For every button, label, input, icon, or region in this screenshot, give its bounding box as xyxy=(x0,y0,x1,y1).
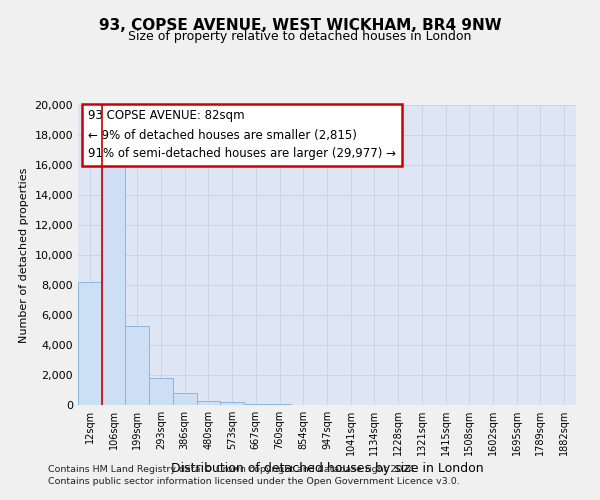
Bar xyxy=(220,402,244,405)
Bar xyxy=(125,326,149,405)
Bar xyxy=(197,400,220,405)
Bar xyxy=(244,404,268,405)
Bar xyxy=(149,378,173,405)
Y-axis label: Number of detached properties: Number of detached properties xyxy=(19,168,29,342)
Text: 93 COPSE AVENUE: 82sqm
← 9% of detached houses are smaller (2,815)
91% of semi-d: 93 COPSE AVENUE: 82sqm ← 9% of detached … xyxy=(88,110,396,160)
X-axis label: Distribution of detached houses by size in London: Distribution of detached houses by size … xyxy=(170,462,484,475)
Bar xyxy=(102,158,125,405)
Text: Contains HM Land Registry data © Crown copyright and database right 2024.: Contains HM Land Registry data © Crown c… xyxy=(48,466,418,474)
Text: Size of property relative to detached houses in London: Size of property relative to detached ho… xyxy=(128,30,472,43)
Bar xyxy=(268,404,292,405)
Text: 93, COPSE AVENUE, WEST WICKHAM, BR4 9NW: 93, COPSE AVENUE, WEST WICKHAM, BR4 9NW xyxy=(98,18,502,32)
Bar xyxy=(173,393,197,405)
Bar xyxy=(78,282,102,405)
Text: Contains public sector information licensed under the Open Government Licence v3: Contains public sector information licen… xyxy=(48,477,460,486)
